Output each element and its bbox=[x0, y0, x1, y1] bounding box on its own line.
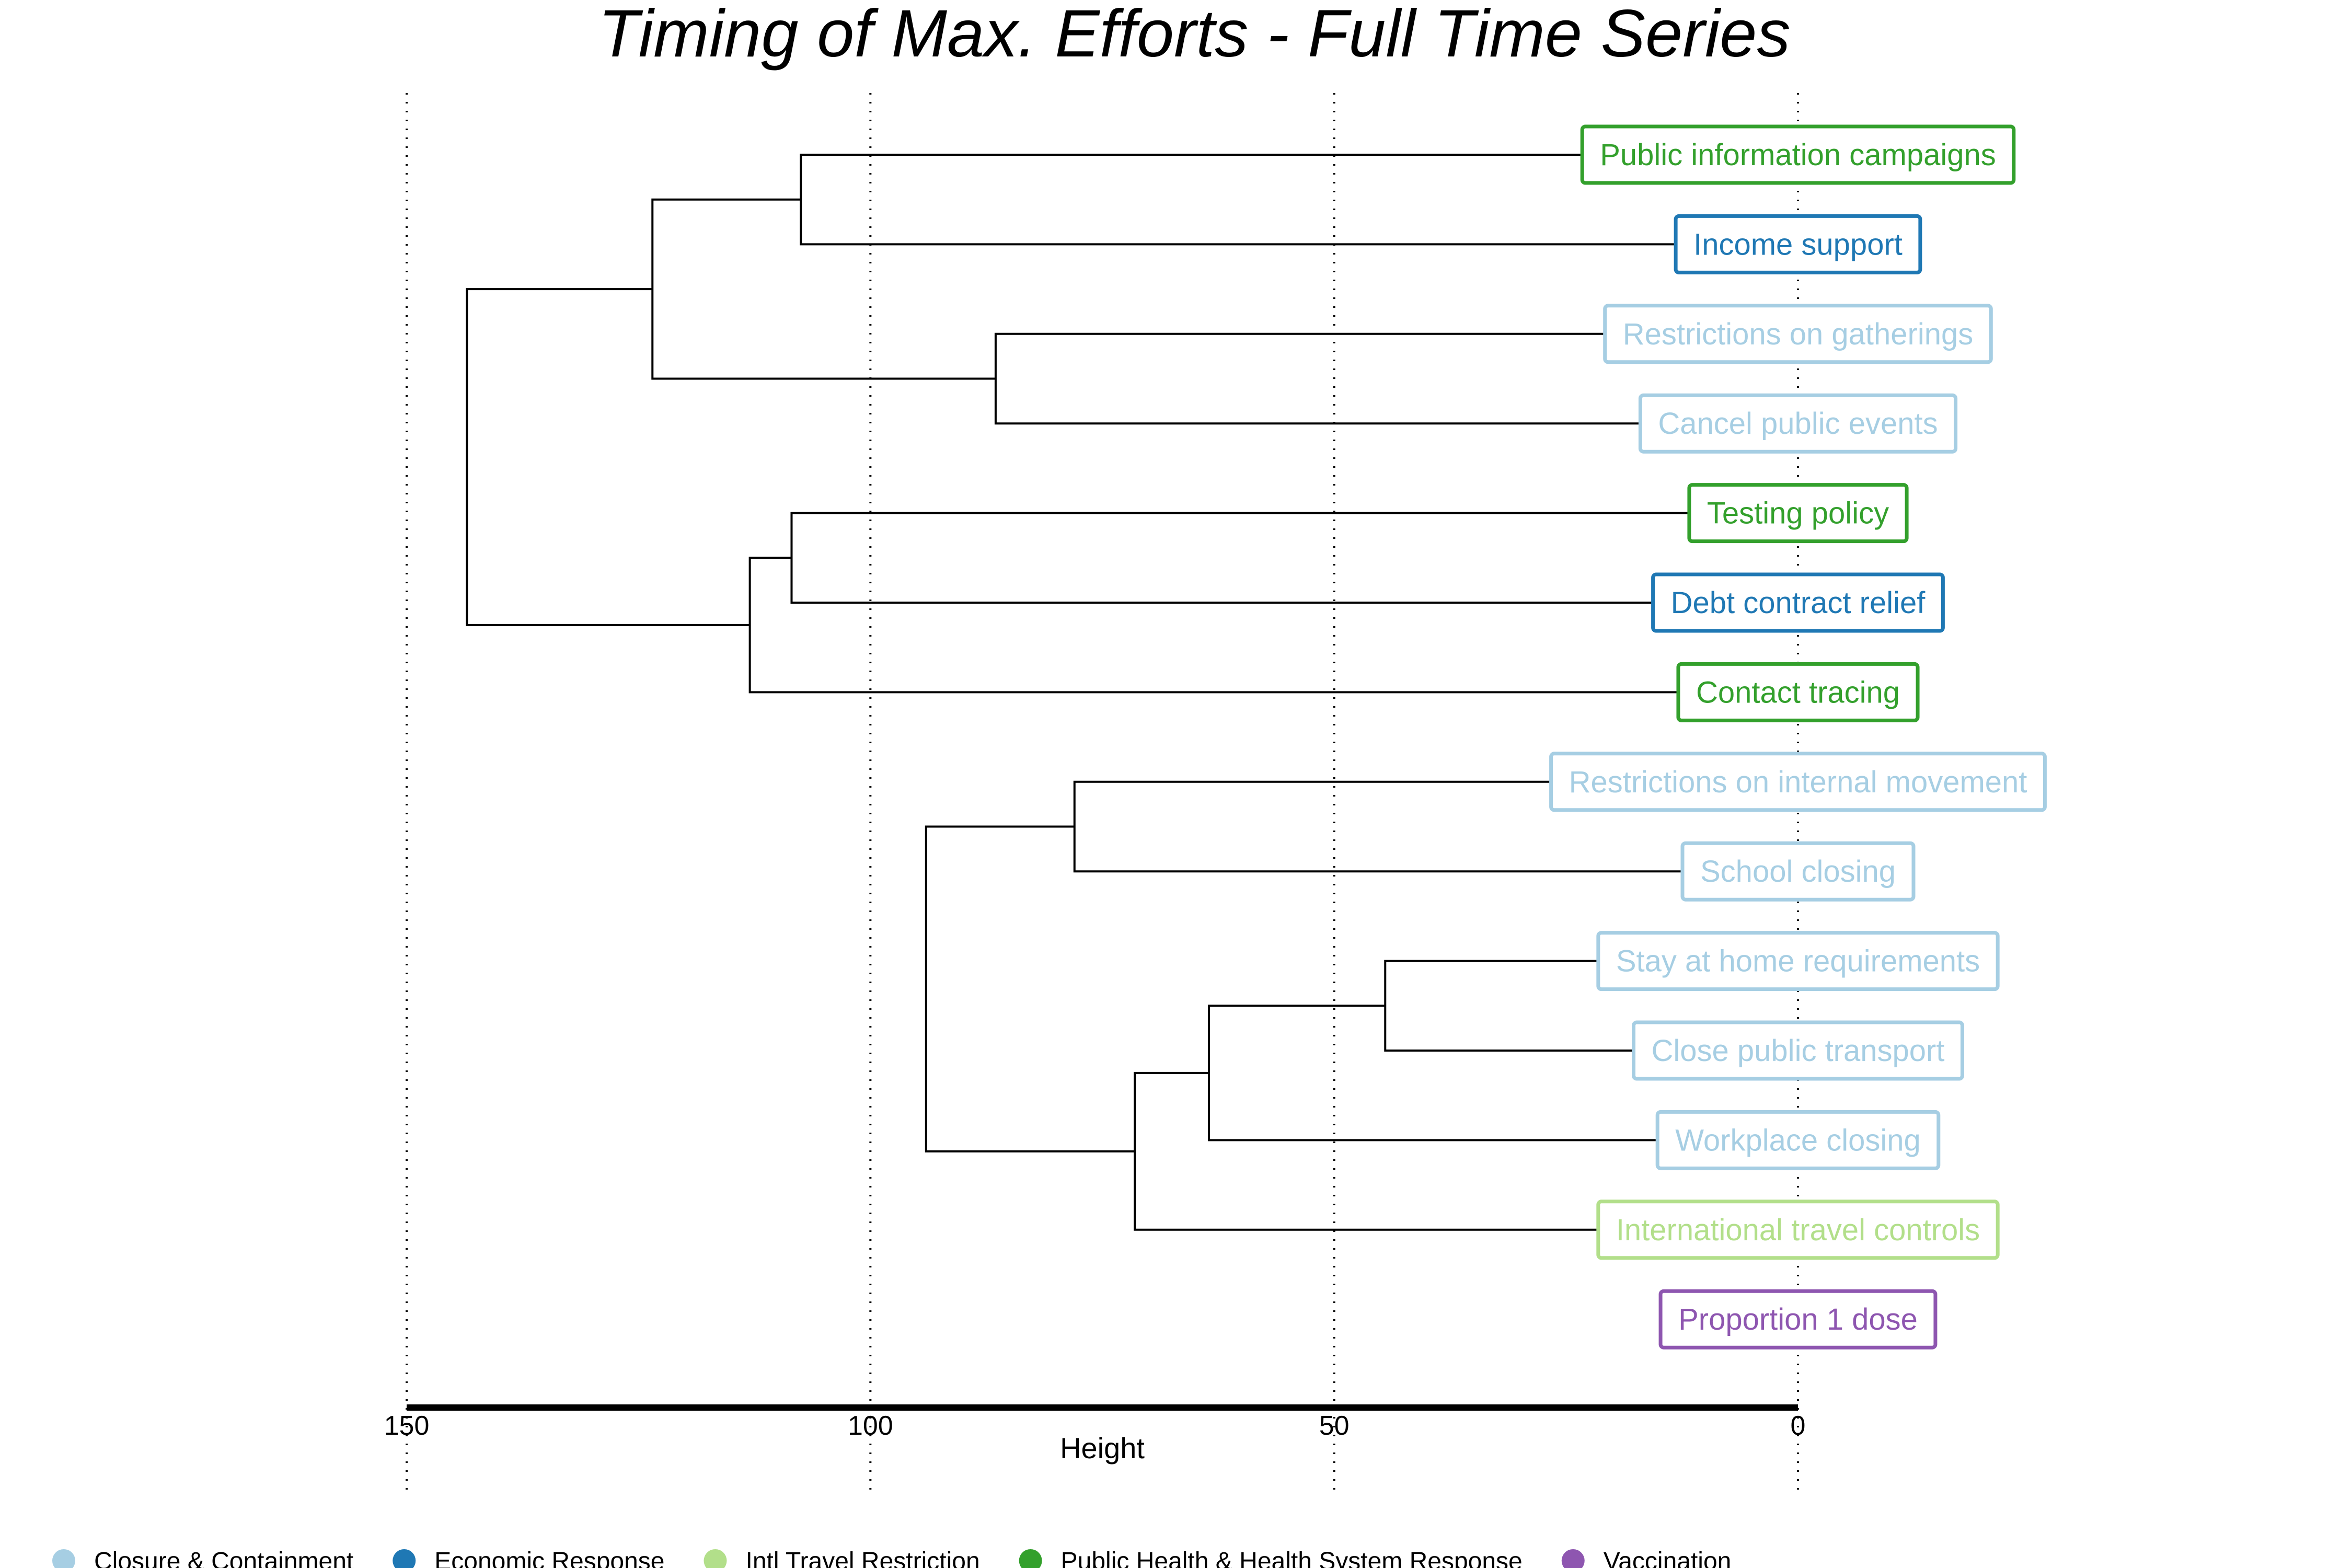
leaf-label: Debt contract relief bbox=[1671, 586, 1926, 620]
chart-title: Timing of Max. Efforts - Full Time Serie… bbox=[598, 0, 1791, 71]
x-tick-label-0: 0 bbox=[1791, 1411, 1806, 1441]
x-tick-label-150: 150 bbox=[384, 1411, 430, 1441]
legend: Closure & Containment Economic Response In… bbox=[52, 1548, 1731, 1568]
leaf-label-box: Income support bbox=[1674, 214, 1922, 274]
legend-marker bbox=[1561, 1549, 1585, 1568]
leaf-label-frame bbox=[1638, 393, 1958, 454]
leaf-label: Income support bbox=[1693, 227, 1903, 261]
leaf-label-frame bbox=[1596, 1200, 2000, 1260]
leaf-label: Workplace closing bbox=[1675, 1123, 1921, 1157]
leaf-label-box: Proportion 1 dose bbox=[1658, 1289, 1938, 1350]
leaf-label-frame bbox=[1687, 483, 1909, 544]
x-tick-label-100: 100 bbox=[848, 1411, 893, 1441]
branch-merge-8 bbox=[1208, 1005, 1798, 1142]
leaf-label-box: International travel controls bbox=[1596, 1200, 2000, 1260]
branch-merge-2 bbox=[651, 198, 996, 380]
leaf-label-frame bbox=[1549, 752, 2047, 812]
leaf-label-box: Cancel public events bbox=[1638, 393, 1958, 454]
leaf-label: Testing policy bbox=[1707, 497, 1889, 531]
leaf-label: International travel controls bbox=[1616, 1213, 1980, 1247]
leaf-label: Restrictions on internal movement bbox=[1569, 765, 2027, 799]
x-axis-label: Height bbox=[1060, 1432, 1145, 1465]
leaf-label: Restrictions on gatherings bbox=[1623, 317, 1974, 351]
x-tick-label-50: 50 bbox=[1319, 1411, 1350, 1441]
leaf-label: Public information campaigns bbox=[1600, 138, 1996, 172]
leaf-label: Stay at home requirements bbox=[1616, 944, 1980, 978]
legend-label: Economic Response bbox=[434, 1548, 664, 1568]
leaf-label-box: Restrictions on gatherings bbox=[1603, 304, 1993, 364]
leaf-label-box: School closing bbox=[1680, 841, 1916, 902]
legend-label: Public Health & Health System Response bbox=[1061, 1548, 1523, 1568]
leaf-label-frame bbox=[1596, 931, 2000, 991]
branch-merge-5 bbox=[466, 288, 750, 626]
leaf-label-frame bbox=[1658, 1289, 1938, 1350]
leaf-label-box: Close public transport bbox=[1632, 1020, 1964, 1081]
legend-label: Vaccination bbox=[1604, 1548, 1732, 1568]
leaf-labels: Public information campaigns Income suppo… bbox=[1549, 124, 2047, 1350]
legend-label: Intl Travel Restriction bbox=[745, 1548, 979, 1568]
leaf-label-frame bbox=[1632, 1020, 1964, 1081]
legend-label: Closure & Containment bbox=[94, 1548, 353, 1568]
leaf-label-frame bbox=[1603, 304, 1993, 364]
legend-marker bbox=[704, 1549, 727, 1568]
branch-merge-3 bbox=[790, 512, 1798, 604]
leaf-label-frame bbox=[1580, 124, 2016, 185]
leaf-label: Close public transport bbox=[1652, 1034, 1945, 1068]
leaf-label-box: Testing policy bbox=[1687, 483, 1909, 544]
leaf-label-box: Public information campaigns bbox=[1580, 124, 2016, 185]
leaf-label-frame bbox=[1680, 841, 1916, 902]
branch-merge-10 bbox=[925, 825, 1135, 1152]
leaf-label-box: Stay at home requirements bbox=[1596, 931, 2000, 991]
leaf-label-box: Workplace closing bbox=[1655, 1110, 1941, 1170]
legend-marker bbox=[1019, 1549, 1042, 1568]
leaf-label: School closing bbox=[1700, 855, 1896, 889]
leaf-label: Cancel public events bbox=[1658, 407, 1938, 441]
leaf-label-box: Debt contract relief bbox=[1651, 572, 1945, 633]
leaf-label-frame bbox=[1655, 1110, 1941, 1170]
legend-marker bbox=[52, 1549, 75, 1568]
leaf-label-frame bbox=[1651, 572, 1945, 633]
leaf-label-frame bbox=[1674, 214, 1922, 274]
x-axis: 150 100 50 0 bbox=[384, 1404, 1806, 1441]
leaf-label-box: Restrictions on internal movement bbox=[1549, 752, 2047, 812]
branch-merge-4 bbox=[748, 557, 1798, 694]
legend-marker bbox=[393, 1549, 416, 1568]
leaf-label-box: Contact tracing bbox=[1676, 662, 1920, 722]
dendrogram-branches bbox=[466, 154, 1798, 1231]
leaf-label-frame bbox=[1676, 662, 1920, 722]
leaf-label: Proportion 1 dose bbox=[1678, 1302, 1918, 1336]
leaf-label: Contact tracing bbox=[1696, 675, 1900, 709]
